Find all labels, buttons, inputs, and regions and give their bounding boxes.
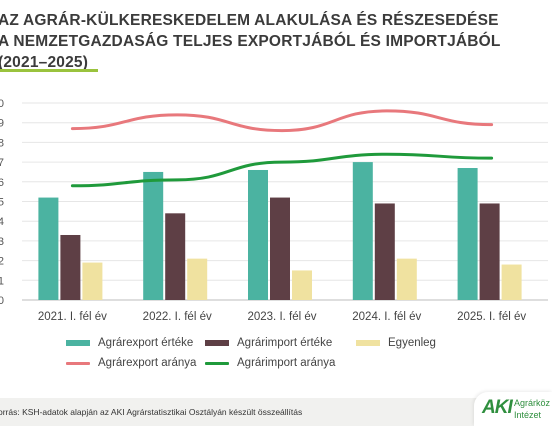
x-tick-label-2: 2023. I. fél év	[247, 311, 316, 323]
bar-export-value-2	[248, 169, 268, 300]
x-tick-label-4: 2025. I. fél év	[457, 311, 526, 323]
y-tick-label-9: 9	[0, 118, 4, 130]
bar-export-value-1	[143, 171, 164, 300]
bar-balance-1	[187, 258, 208, 300]
bar-import-value-2	[270, 197, 290, 300]
title-accent-bar	[0, 69, 98, 72]
bar-balance-3	[396, 258, 417, 300]
bar-import-value-1	[165, 213, 186, 300]
bar-export-value-3	[352, 162, 373, 300]
y-tick-label-0: 0	[0, 295, 4, 307]
bar-import-value-4	[479, 203, 500, 300]
aki-logo: AKI Agrárköz Intézet	[474, 392, 552, 426]
y-tick-label-6: 6	[0, 177, 4, 189]
chart-title-line-2: A NEMZETGAZDASÁG TELJES EXPORTJÁBÓL ÉS I…	[0, 33, 501, 50]
x-tick-label-3: 2024. I. fél év	[352, 311, 421, 323]
bar-balance-4	[501, 264, 522, 300]
y-tick-label-7: 7	[0, 157, 4, 169]
bar-balance-2	[292, 270, 312, 300]
y-tick-label-8: 8	[0, 137, 4, 149]
line-import-share	[70, 152, 494, 188]
bar-import-value-3	[374, 203, 395, 300]
bar-export-value-4	[457, 168, 478, 300]
chart-title-line-1: AZ AGRÁR-KÜLKERESKEDELEM ALAKULÁSA ÉS RÉ…	[0, 12, 499, 29]
y-tick-label-2: 2	[0, 256, 4, 268]
footer-bar: orrás: KSH-adatok alapján az AKI Agrárst…	[0, 398, 552, 426]
y-tick-label-10: 0	[0, 98, 4, 110]
source-note: orrás: KSH-adatok alapján az AKI Agrárst…	[0, 407, 303, 417]
bar-balance-0	[82, 262, 103, 300]
y-tick-label-3: 3	[0, 236, 4, 248]
chart-title-line-3: (2021–2025)	[0, 54, 89, 71]
bar-import-value-0	[60, 234, 81, 300]
y-tick-label-5: 5	[0, 197, 4, 209]
aki-logo-mark: AKI	[482, 397, 513, 418]
y-tick-label-4: 4	[0, 216, 4, 228]
aki-logo-text-line-1: Agrárköz	[514, 398, 551, 408]
aki-logo-text-line-2: Intézet	[514, 410, 542, 420]
x-tick-label-0: 2021. I. fél év	[38, 311, 107, 323]
x-tick-label-1: 2022. I. fél év	[143, 311, 212, 323]
line-export-share	[70, 109, 494, 133]
y-tick-label-1: 1	[0, 275, 4, 287]
bar-export-value-0	[38, 197, 59, 300]
